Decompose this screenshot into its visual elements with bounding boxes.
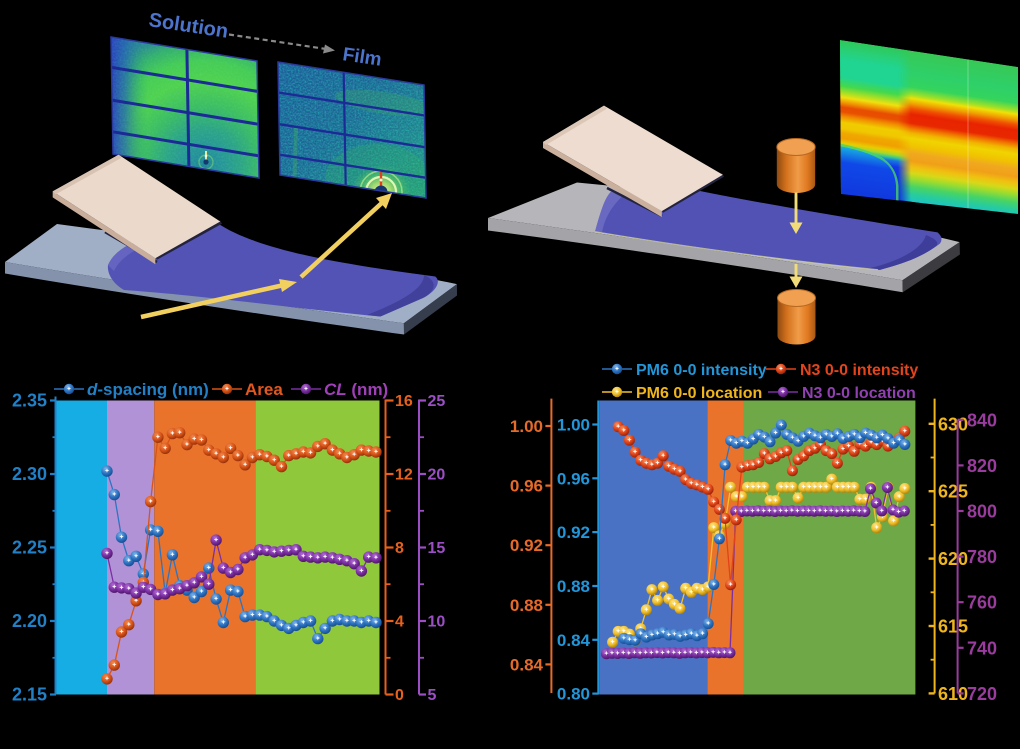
- svg-text:2.15: 2.15: [12, 685, 47, 705]
- svg-text:PM6 0-0 location: PM6 0-0 location: [636, 385, 762, 402]
- svg-text:820: 820: [967, 456, 997, 476]
- svg-text:PM6 0-0 intensity: PM6 0-0 intensity: [636, 362, 767, 379]
- svg-text:610: 610: [938, 684, 968, 704]
- svg-text:0.80: 0.80: [557, 685, 590, 704]
- svg-text:840: 840: [967, 410, 997, 430]
- svg-text:2.20: 2.20: [12, 611, 47, 631]
- svg-text:800: 800: [967, 502, 997, 522]
- svg-text:Area: Area: [245, 380, 283, 399]
- svg-text:N3 0-0 location: N3 0-0 location: [802, 385, 916, 402]
- svg-text:0.88: 0.88: [510, 596, 543, 615]
- svg-text:8: 8: [395, 540, 404, 557]
- svg-text:12: 12: [395, 467, 413, 484]
- svg-text:780: 780: [967, 547, 997, 567]
- svg-text:25: 25: [428, 393, 446, 410]
- svg-text:4: 4: [395, 614, 404, 631]
- svg-text:2.25: 2.25: [12, 538, 47, 558]
- svg-text:0: 0: [395, 687, 404, 704]
- svg-text:10: 10: [428, 614, 446, 631]
- svg-text:0.84: 0.84: [557, 631, 591, 650]
- svg-text:0.96: 0.96: [557, 469, 590, 488]
- svg-text:2.35: 2.35: [12, 391, 47, 411]
- svg-text:0.88: 0.88: [557, 577, 590, 596]
- svg-text:N3 0-0 intensity: N3 0-0 intensity: [800, 362, 918, 379]
- svg-text:615: 615: [938, 617, 968, 637]
- svg-text:1.00: 1.00: [557, 416, 590, 435]
- svg-text:2.30: 2.30: [12, 464, 47, 484]
- svg-text:16: 16: [395, 393, 413, 410]
- svg-text:740: 740: [967, 638, 997, 658]
- svg-text:630: 630: [938, 414, 968, 434]
- svg-text:0.96: 0.96: [510, 477, 543, 496]
- svg-text:0.92: 0.92: [557, 523, 590, 542]
- svg-text:CL (nm): CL (nm): [324, 380, 388, 399]
- svg-text:620: 620: [938, 549, 968, 569]
- svg-text:15: 15: [428, 540, 446, 557]
- svg-text:0.92: 0.92: [510, 536, 543, 555]
- svg-text:625: 625: [938, 482, 968, 502]
- svg-text:1.00: 1.00: [510, 417, 543, 436]
- svg-text:0.84: 0.84: [510, 655, 544, 674]
- svg-text:20: 20: [428, 467, 446, 484]
- svg-text:720: 720: [967, 684, 997, 704]
- svg-text:760: 760: [967, 593, 997, 613]
- svg-text:d-spacing (nm): d-spacing (nm): [87, 380, 209, 399]
- svg-text:5: 5: [428, 687, 437, 704]
